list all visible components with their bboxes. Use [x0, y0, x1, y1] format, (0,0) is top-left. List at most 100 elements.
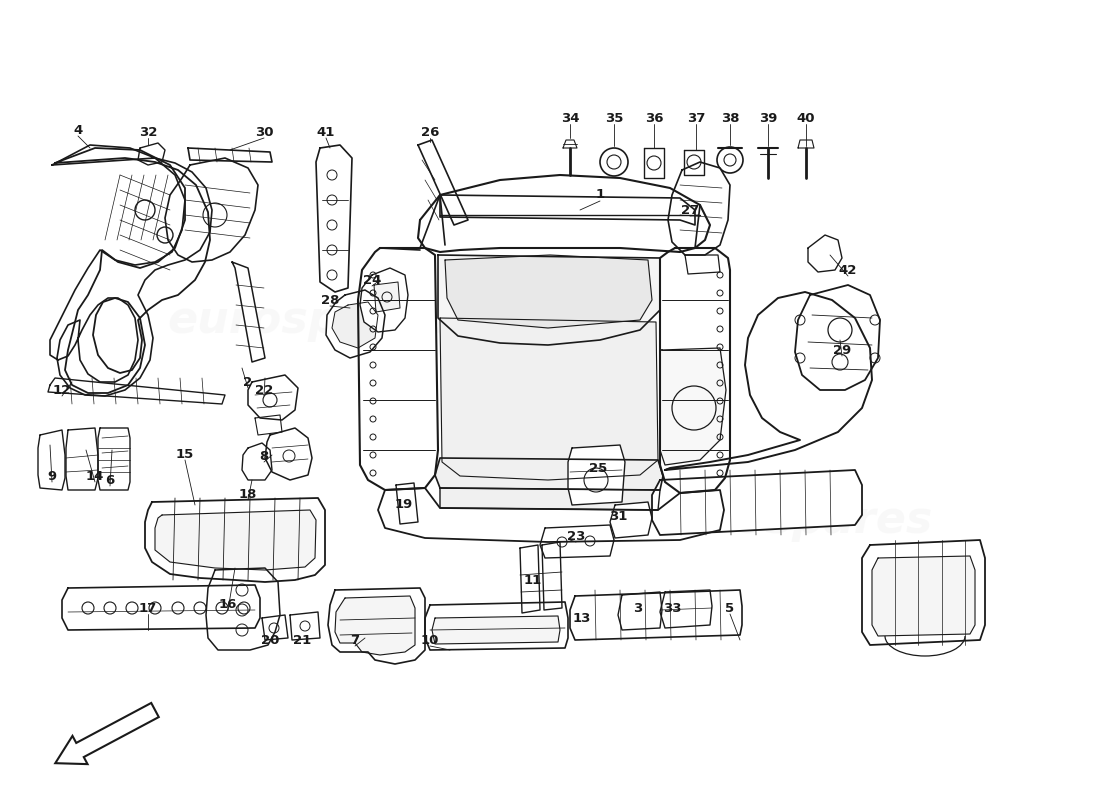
- Polygon shape: [434, 458, 663, 490]
- Text: 42: 42: [839, 263, 857, 277]
- Text: 2: 2: [243, 375, 253, 389]
- Text: 5: 5: [725, 602, 735, 614]
- Polygon shape: [39, 430, 65, 490]
- Polygon shape: [862, 540, 984, 645]
- Text: 19: 19: [395, 498, 414, 510]
- Polygon shape: [374, 282, 400, 312]
- Polygon shape: [438, 255, 660, 345]
- Text: 31: 31: [608, 510, 627, 522]
- Text: 17: 17: [139, 602, 157, 614]
- Text: 38: 38: [720, 111, 739, 125]
- Text: 14: 14: [86, 470, 104, 482]
- Polygon shape: [440, 195, 695, 225]
- Polygon shape: [808, 235, 842, 272]
- Text: 27: 27: [681, 203, 700, 217]
- Text: 11: 11: [524, 574, 542, 586]
- Polygon shape: [316, 145, 352, 292]
- Polygon shape: [425, 602, 568, 650]
- Polygon shape: [610, 502, 652, 538]
- Polygon shape: [145, 498, 324, 582]
- Text: 40: 40: [796, 111, 815, 125]
- Text: 18: 18: [239, 487, 257, 501]
- Text: 3: 3: [634, 602, 642, 614]
- Text: 15: 15: [176, 447, 194, 461]
- Text: 23: 23: [566, 530, 585, 542]
- Polygon shape: [290, 612, 320, 640]
- Polygon shape: [265, 428, 312, 480]
- Polygon shape: [98, 428, 130, 490]
- Text: 9: 9: [47, 470, 56, 482]
- Text: 20: 20: [261, 634, 279, 646]
- Text: eurospares: eurospares: [651, 498, 933, 542]
- Text: 10: 10: [421, 634, 439, 646]
- Text: 28: 28: [321, 294, 339, 306]
- Polygon shape: [55, 148, 210, 393]
- Text: 24: 24: [363, 274, 382, 286]
- Text: 12: 12: [53, 383, 72, 397]
- Text: 8: 8: [260, 450, 268, 462]
- Polygon shape: [440, 318, 658, 480]
- Text: 41: 41: [317, 126, 336, 138]
- Polygon shape: [206, 568, 280, 650]
- Polygon shape: [668, 162, 730, 255]
- Text: 37: 37: [686, 111, 705, 125]
- Polygon shape: [62, 585, 260, 630]
- Polygon shape: [328, 588, 425, 664]
- Polygon shape: [165, 158, 258, 262]
- Polygon shape: [660, 248, 730, 493]
- Polygon shape: [432, 616, 560, 644]
- Polygon shape: [232, 262, 265, 362]
- Polygon shape: [520, 545, 540, 613]
- Polygon shape: [155, 510, 316, 570]
- Text: 39: 39: [759, 111, 778, 125]
- Polygon shape: [798, 140, 814, 148]
- Polygon shape: [795, 285, 880, 390]
- Polygon shape: [66, 428, 98, 490]
- Polygon shape: [685, 255, 720, 274]
- Text: 25: 25: [588, 462, 607, 474]
- Text: 34: 34: [561, 111, 580, 125]
- Polygon shape: [48, 378, 225, 404]
- Text: 29: 29: [833, 343, 851, 357]
- Polygon shape: [540, 525, 614, 558]
- Text: 30: 30: [255, 126, 273, 138]
- Polygon shape: [242, 443, 272, 480]
- Text: 35: 35: [605, 111, 624, 125]
- Polygon shape: [188, 148, 272, 162]
- Text: 1: 1: [595, 189, 605, 202]
- Polygon shape: [652, 470, 862, 535]
- Text: 16: 16: [219, 598, 238, 610]
- Polygon shape: [332, 302, 378, 348]
- Text: 4: 4: [74, 123, 82, 137]
- Polygon shape: [872, 556, 975, 636]
- Polygon shape: [570, 590, 743, 640]
- Polygon shape: [446, 255, 652, 328]
- Polygon shape: [358, 248, 438, 490]
- Polygon shape: [396, 483, 418, 524]
- Text: 33: 33: [662, 602, 681, 614]
- Polygon shape: [255, 415, 282, 435]
- Polygon shape: [440, 488, 660, 510]
- Text: 6: 6: [106, 474, 114, 486]
- Text: 21: 21: [293, 634, 311, 646]
- Polygon shape: [418, 140, 468, 225]
- Polygon shape: [336, 596, 415, 655]
- FancyArrow shape: [55, 703, 158, 764]
- Polygon shape: [418, 175, 710, 252]
- Polygon shape: [618, 592, 662, 630]
- Polygon shape: [138, 143, 165, 165]
- Text: 13: 13: [573, 611, 591, 625]
- Polygon shape: [660, 348, 726, 465]
- Text: 32: 32: [139, 126, 157, 138]
- Text: 26: 26: [421, 126, 439, 138]
- Polygon shape: [563, 140, 578, 148]
- Polygon shape: [568, 445, 625, 505]
- Text: 22: 22: [255, 383, 273, 397]
- Polygon shape: [644, 148, 664, 178]
- Polygon shape: [684, 150, 704, 175]
- Polygon shape: [326, 290, 385, 358]
- Polygon shape: [360, 268, 408, 332]
- Text: eurospares: eurospares: [167, 298, 449, 342]
- Text: 36: 36: [645, 111, 663, 125]
- Polygon shape: [542, 542, 562, 610]
